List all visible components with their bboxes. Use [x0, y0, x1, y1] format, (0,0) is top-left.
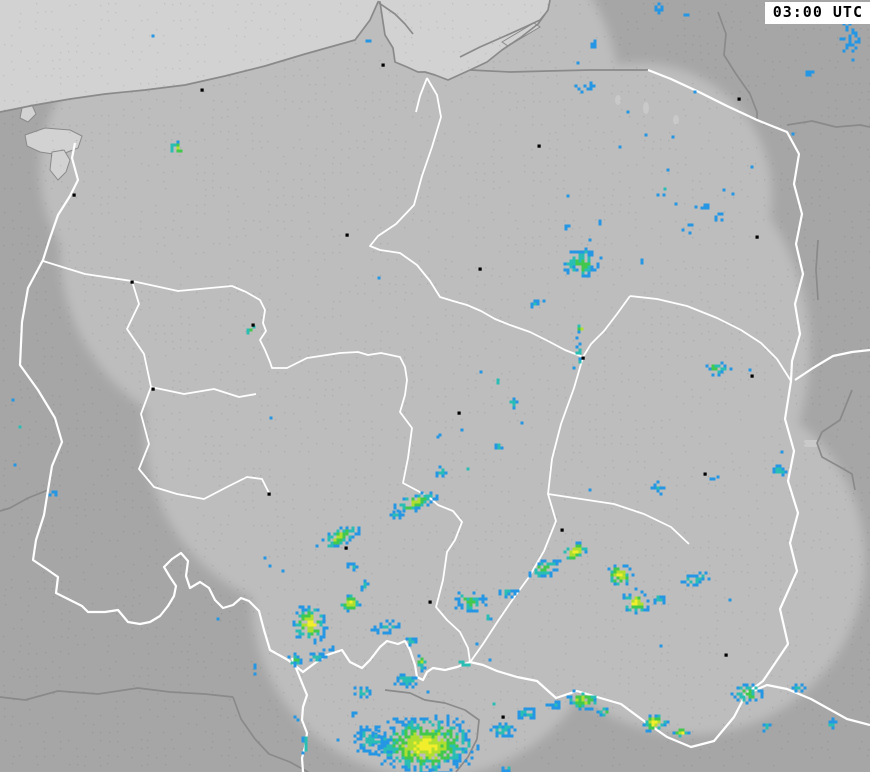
belarus-ukraine-border [794, 348, 870, 381]
vistula-river-north [369, 77, 584, 358]
voivodeship-line-lubusz [150, 386, 257, 398]
precipitation-echoes [11, 2, 861, 772]
voivodeship-line-northwest [42, 260, 471, 663]
ukraine-river [816, 389, 856, 491]
vistula-narew-junction [582, 295, 631, 358]
lithuania-belarus-border [786, 120, 870, 128]
hel-peninsula [378, 2, 414, 35]
czech-austria-border [0, 687, 234, 701]
poland-border-east [647, 68, 805, 695]
belarus-river [815, 239, 819, 301]
san-line [547, 493, 690, 545]
voivodeship-loop-lowersilesia [126, 280, 270, 500]
poland-ukraine-border [745, 683, 870, 727]
germany-czech-border [0, 489, 49, 512]
kaliningrad-border [469, 69, 648, 73]
city-markers [72, 63, 759, 719]
vistula-river-south [470, 356, 584, 662]
timestamp-label: 03:00 UTC [764, 2, 870, 24]
russia-lithuania-border [717, 11, 758, 120]
dabie-lake [49, 149, 71, 181]
poland-borders-and-rivers [18, 68, 870, 772]
coastline [0, 0, 551, 113]
vistula-spit [459, 13, 546, 58]
vistula-delta-arm [415, 77, 428, 113]
narew-bug-line [629, 295, 792, 382]
lagoons [19, 22, 541, 181]
szczecin-lagoon [24, 127, 83, 156]
baltic-sea [0, 0, 550, 112]
speckle-texture [3, 3, 870, 767]
masurian-lakes [615, 95, 818, 447]
slovakia-austria-border [232, 696, 309, 772]
vistula-lagoon [501, 22, 541, 47]
